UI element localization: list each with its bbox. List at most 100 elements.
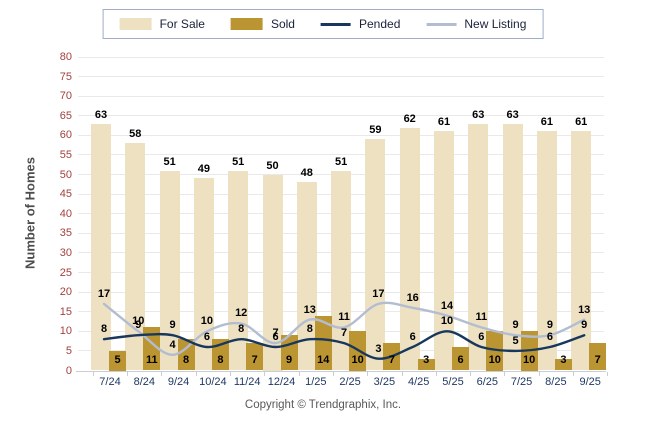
sold-bar [589, 343, 607, 371]
y-axis-title: Number of Homes [22, 157, 38, 269]
x-axis-tick-mark [92, 371, 94, 376]
for-sale-bar [125, 143, 146, 371]
y-axis-tick-label: 25 [59, 266, 72, 279]
for-sale-bar [571, 131, 592, 371]
legend-item-sold: Sold [230, 17, 295, 31]
for-sale-value-label: 51 [334, 155, 348, 168]
y-axis-tick-label: 35 [59, 227, 72, 240]
pended-value-label: 3 [375, 342, 382, 355]
for-sale-value-label: 61 [575, 116, 588, 129]
sold-value-label: 10 [522, 354, 536, 366]
new-listing-swatch [426, 22, 457, 26]
for-sale-bar [228, 170, 249, 371]
legend-label-for-sale: For Sale [159, 17, 205, 31]
pended-value-label: 6 [546, 330, 553, 343]
pended-value-label: 6 [409, 330, 416, 343]
x-axis-tick-mark [367, 371, 369, 376]
y-axis-tick-label: 45 [59, 188, 72, 201]
sold-value-label: 14 [317, 354, 330, 366]
legend: For Sale Sold Pended New Listing [102, 9, 544, 39]
x-axis-tick-label: 10/24 [199, 376, 227, 388]
new-listing-value-label: 17 [97, 287, 111, 300]
for-sale-bar [331, 170, 352, 371]
y-axis-tick-label: 70 [59, 90, 72, 103]
y-axis-tick-label: 0 [65, 364, 72, 377]
new-listing-value-label: 9 [512, 319, 519, 332]
new-listing-value-label: 10 [200, 315, 214, 328]
new-listing-value-label: 11 [475, 311, 488, 324]
x-axis-tick-label: 4/25 [407, 376, 430, 388]
x-axis-tick-label: 6/25 [476, 376, 498, 388]
y-axis-tick-label: 40 [59, 207, 72, 220]
x-axis-tick-mark [161, 371, 163, 376]
y-axis-tick-label: 10 [59, 325, 72, 338]
gridline [78, 56, 604, 58]
new-listing-value-label: 9 [546, 319, 553, 332]
y-axis-tick-label: 55 [59, 148, 72, 161]
for-sale-value-label: 62 [403, 112, 416, 125]
sold-bar [417, 358, 435, 371]
x-axis-tick-mark [195, 371, 197, 376]
sold-value-label: 7 [388, 354, 395, 366]
legend-item-pended: Pended [320, 17, 401, 31]
new-listing-value-label: 12 [235, 307, 248, 320]
new-listing-value-label: 7 [272, 327, 279, 340]
x-axis-tick-mark [127, 371, 129, 376]
x-axis-tick-label: 8/25 [545, 376, 567, 388]
for-sale-value-label: 49 [197, 163, 211, 176]
sold-bar [554, 358, 572, 371]
sold-value-label: 9 [285, 354, 293, 366]
y-axis-tick-label: 60 [59, 129, 72, 142]
y-axis-tick-label: 65 [59, 109, 72, 122]
x-axis-tick-mark [504, 371, 506, 376]
x-axis-tick-mark [264, 371, 266, 376]
for-sale-value-label: 51 [232, 155, 245, 168]
for-sale-bar [365, 139, 386, 371]
legend-label-new-listing: New Listing [464, 17, 527, 31]
gridline [78, 154, 604, 156]
y-axis-tick-label: 50 [59, 168, 72, 181]
for-sale-bar [296, 182, 317, 371]
sold-value-label: 6 [457, 354, 464, 366]
sold-value-label: 11 [145, 354, 158, 366]
for-sale-value-label: 61 [540, 116, 554, 129]
x-axis-tick-label: 8/24 [133, 376, 155, 388]
pended-value-label: 7 [341, 327, 348, 340]
legend-label-pended: Pended [358, 17, 401, 31]
copyright-text: Copyright © Trendgraphix, Inc. [244, 399, 402, 411]
legend-item-new-listing: New Listing [426, 17, 526, 31]
sold-value-label: 3 [560, 354, 567, 366]
y-axis-tick-label: 80 [59, 51, 72, 63]
x-axis-tick-label: 9/25 [579, 376, 601, 388]
for-sale-value-label: 63 [472, 108, 485, 121]
sold-value-label: 10 [488, 354, 501, 366]
new-listing-value-label: 13 [578, 303, 591, 316]
y-axis-tick-label: 30 [59, 246, 72, 259]
x-axis-tick-label: 3/25 [373, 376, 396, 388]
new-listing-value-label: 14 [440, 299, 454, 312]
new-listing-value-label: 11 [338, 311, 350, 324]
for-sale-value-label: 63 [506, 108, 519, 121]
sold-value-label: 7 [251, 354, 258, 366]
x-axis-tick-label: 7/25 [510, 376, 533, 388]
sold-value-label: 8 [183, 354, 190, 366]
for-sale-swatch [119, 18, 152, 30]
for-sale-value-label: 58 [129, 128, 142, 141]
pended-value-label: 5 [512, 334, 519, 347]
pended-value-label: 8 [306, 323, 313, 336]
x-axis-tick-label: 9/24 [167, 376, 190, 388]
sold-value-label: 10 [351, 354, 364, 366]
for-sale-value-label: 59 [369, 124, 382, 137]
x-axis-tick-mark [230, 371, 232, 376]
x-axis-tick-mark [607, 371, 609, 376]
x-axis-tick-mark [332, 371, 334, 376]
new-listing-value-label: 16 [406, 291, 419, 304]
pended-value-label: 10 [440, 315, 454, 328]
y-axis-tick-label: 20 [59, 286, 72, 299]
x-axis-tick-label: 2/25 [339, 376, 361, 388]
legend-label-sold: Sold [270, 17, 295, 31]
x-axis-tick-mark [401, 371, 403, 376]
x-axis-tick-label: 7/24 [99, 376, 121, 388]
for-sale-value-label: 61 [437, 116, 451, 129]
